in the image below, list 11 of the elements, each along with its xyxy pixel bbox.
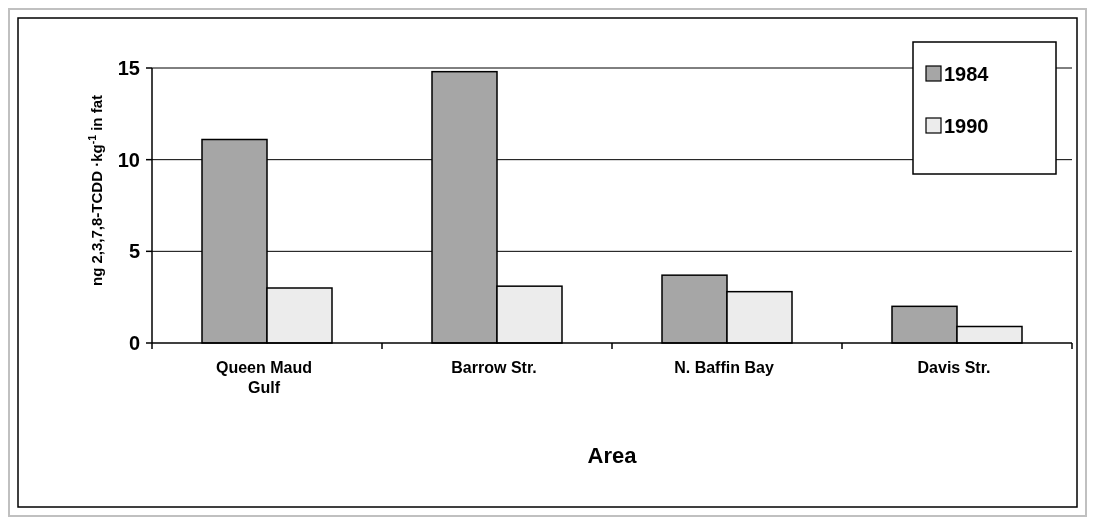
x-tick-label: Queen Maud Gulf [215,359,313,396]
x-axis-title: Area [587,443,638,468]
legend-label: 1984 [944,63,990,85]
y-tick-label: 15 [117,57,140,79]
y-tick-label: 10 [117,148,140,171]
legend-label: 1990 [944,115,989,137]
y-tick-label: 0 [128,332,140,354]
x-tick-label: N. Baffin Bay [674,359,774,376]
y-tick-label: 5 [128,240,140,263]
x-tick-label: Barrow Str. [451,359,537,376]
x-tick-label: Davis Str. [917,359,991,376]
